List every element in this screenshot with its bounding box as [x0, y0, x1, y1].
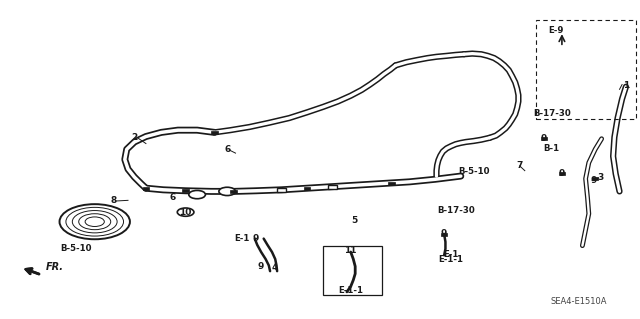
- Bar: [441, 233, 447, 236]
- Text: 9: 9: [441, 229, 447, 238]
- Circle shape: [219, 187, 236, 196]
- Text: 9: 9: [253, 234, 259, 243]
- Text: 6: 6: [224, 145, 230, 154]
- Bar: [211, 131, 218, 134]
- Bar: [328, 185, 337, 189]
- Text: 9: 9: [257, 262, 264, 271]
- Text: 6: 6: [170, 193, 176, 202]
- Bar: [182, 189, 189, 192]
- Bar: [541, 137, 547, 140]
- Bar: [304, 187, 310, 190]
- Text: 2: 2: [131, 133, 138, 142]
- Text: 3: 3: [597, 173, 604, 182]
- Text: E-1: E-1: [443, 250, 458, 259]
- Text: 4: 4: [272, 263, 278, 272]
- Text: E-1: E-1: [234, 234, 250, 243]
- Text: 1: 1: [623, 81, 629, 90]
- Text: 7: 7: [516, 161, 523, 170]
- Text: B-5-10: B-5-10: [60, 244, 92, 253]
- Bar: [323, 246, 382, 295]
- Text: E-1-1: E-1-1: [438, 255, 463, 263]
- Bar: [592, 177, 598, 180]
- Bar: [536, 20, 636, 119]
- Bar: [559, 172, 565, 175]
- Bar: [388, 182, 395, 185]
- Circle shape: [177, 208, 194, 216]
- Text: B-1: B-1: [543, 144, 560, 153]
- Text: FR.: FR.: [46, 262, 64, 272]
- Bar: [230, 190, 237, 193]
- Text: 9: 9: [591, 176, 597, 185]
- Text: B-5-10: B-5-10: [458, 167, 490, 176]
- Text: SEA4-E1510A: SEA4-E1510A: [551, 297, 607, 306]
- Circle shape: [189, 190, 205, 199]
- Bar: [277, 188, 286, 192]
- Text: E-1-1: E-1-1: [338, 286, 364, 295]
- Text: 5: 5: [351, 216, 357, 225]
- Circle shape: [60, 204, 130, 239]
- Text: B-17-30: B-17-30: [437, 206, 474, 215]
- Bar: [143, 187, 149, 190]
- Text: 9: 9: [541, 134, 547, 143]
- Text: B-17-30: B-17-30: [533, 109, 570, 118]
- Text: 8: 8: [111, 196, 117, 205]
- Text: E-9: E-9: [548, 26, 563, 35]
- Text: 11: 11: [344, 246, 357, 255]
- Text: 9: 9: [559, 169, 565, 178]
- Text: 10: 10: [179, 208, 192, 217]
